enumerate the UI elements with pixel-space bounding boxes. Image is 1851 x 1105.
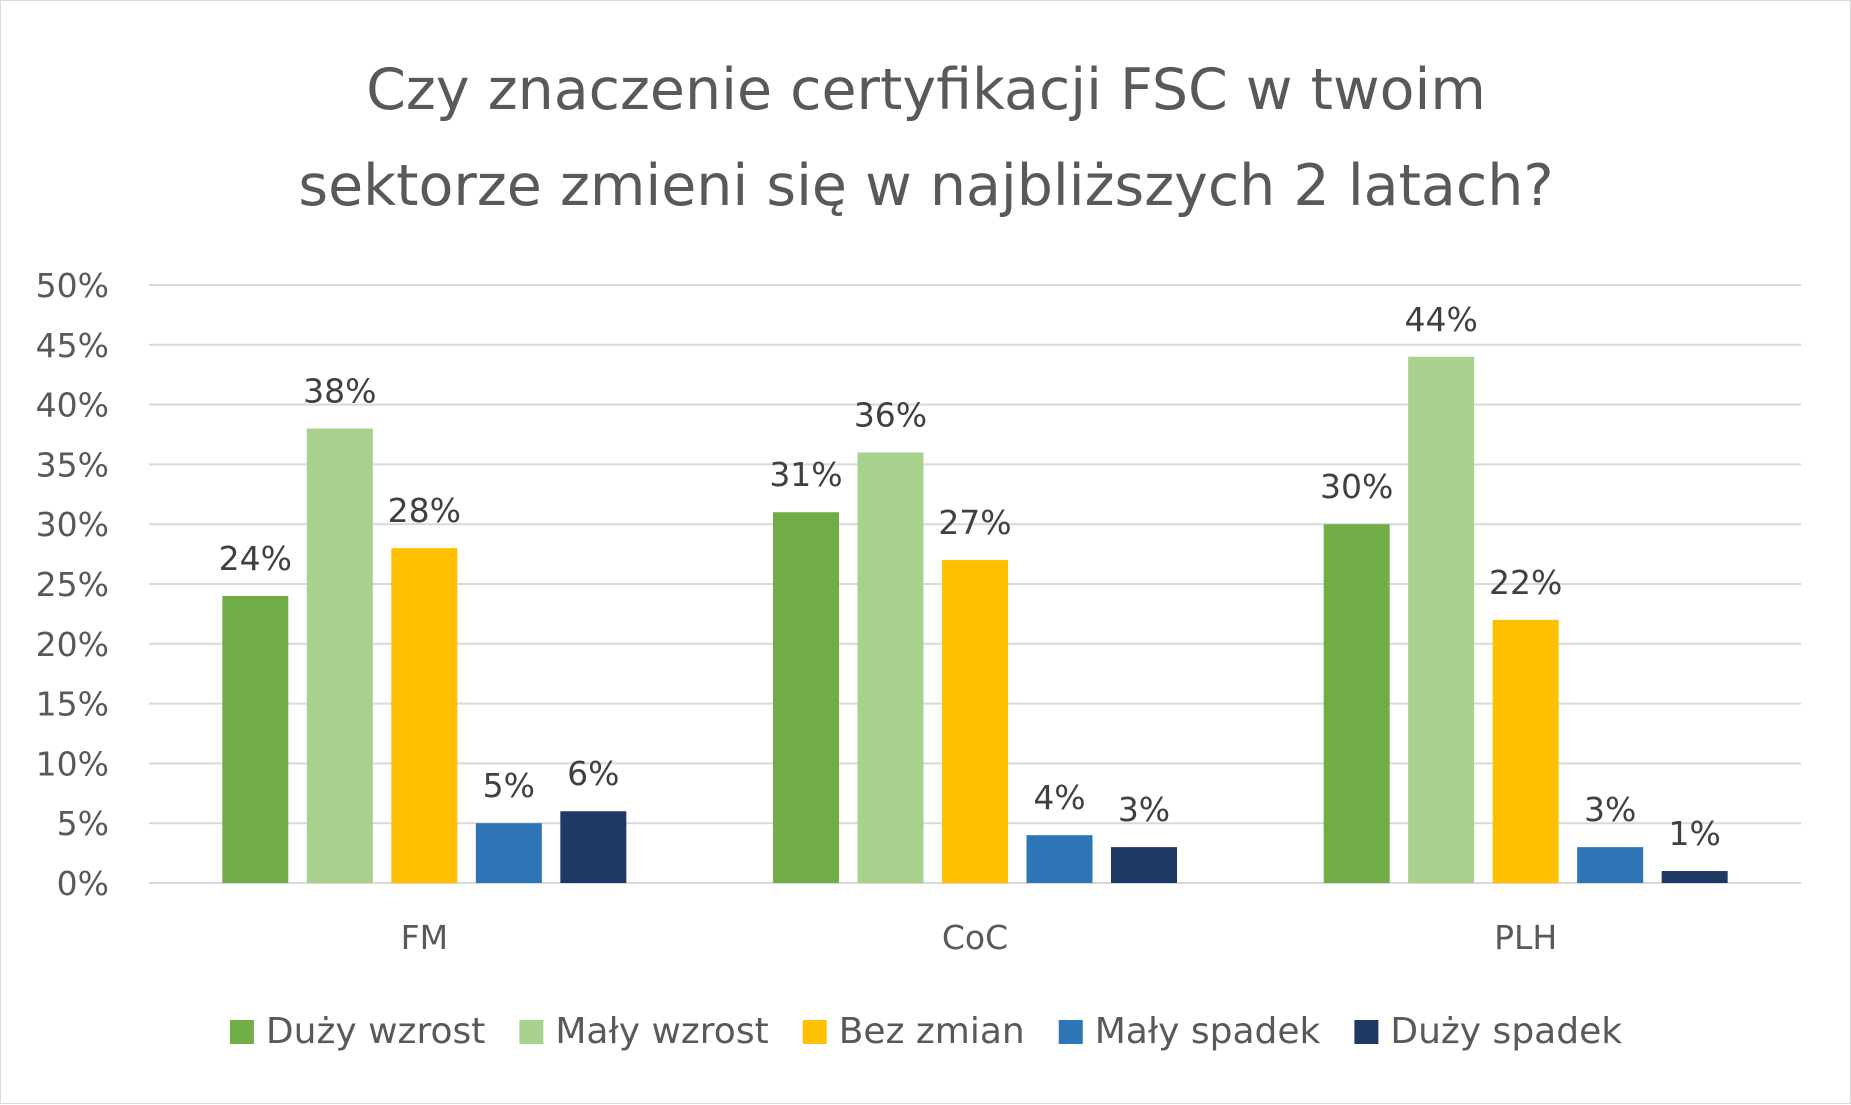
bar-plh-1 — [1323, 524, 1390, 883]
y-tick-label: 30% — [36, 505, 109, 544]
legend-swatch — [519, 1020, 544, 1044]
legend-swatch — [1354, 1020, 1379, 1044]
chart-title: Czy znaczenie certyfikacji FSC w twoim se… — [298, 57, 1553, 219]
bar-plh-4 — [1577, 847, 1644, 883]
y-tick-label: 25% — [36, 565, 109, 604]
y-tick-label: 20% — [36, 625, 109, 664]
legend-label: Mały spadek — [1095, 1011, 1321, 1052]
bar-coc-1 — [773, 512, 839, 883]
data-label: 6% — [567, 754, 619, 793]
legend-label: Duży wzrost — [266, 1011, 485, 1052]
data-label: 30% — [1320, 467, 1393, 506]
x-tick-label: FM — [401, 918, 448, 957]
legend-label: Duży spadek — [1390, 1011, 1622, 1052]
data-label: 4% — [1033, 778, 1085, 817]
y-tick-label: 15% — [36, 685, 109, 724]
y-tick-label: 5% — [57, 804, 109, 843]
chart-title-line: sektorze zmieni się w najbliższych 2 lat… — [298, 153, 1553, 219]
data-label: 44% — [1404, 300, 1477, 339]
y-tick-label: 50% — [36, 266, 109, 305]
legend-label: Mały wzrost — [555, 1011, 768, 1052]
bar-plh-2 — [1408, 356, 1475, 883]
legend: Duży wzrost Mały wzrost Bez zmian Mały spad… — [229, 1011, 1622, 1052]
y-tick-label: 10% — [36, 744, 109, 783]
bars — [222, 356, 1728, 883]
data-label: 31% — [769, 455, 842, 494]
y-tick-label: 35% — [36, 445, 109, 484]
y-tick-label: 0% — [57, 864, 109, 903]
data-label: 24% — [219, 539, 292, 578]
bar-fm-4 — [475, 823, 542, 883]
legend-label: Bez zmian — [839, 1011, 1025, 1052]
data-label: 28% — [388, 491, 461, 530]
data-label: 36% — [854, 395, 927, 434]
data-label: 27% — [938, 503, 1011, 542]
bar-coc-3 — [942, 560, 1008, 883]
legend-swatch — [229, 1020, 254, 1044]
bar-coc-5 — [1111, 847, 1177, 883]
data-labels: 24% 38% 28% 5% 6% 31% 36% 27% 4% 3% 30% 44% 22% 3% 1% — [219, 300, 1721, 853]
data-label: 1% — [1668, 814, 1720, 853]
x-axis-ticks: FM CoC PLH — [401, 918, 1558, 957]
legend-swatch — [802, 1020, 827, 1044]
bar-plh-3 — [1492, 619, 1559, 883]
bar-fm-2 — [306, 428, 373, 883]
bar-plh-5 — [1661, 871, 1728, 883]
data-label: 22% — [1489, 563, 1562, 602]
bar-fm-5 — [560, 811, 627, 883]
data-label: 38% — [303, 372, 376, 411]
bar-fm-3 — [391, 548, 458, 883]
data-label: 3% — [1118, 790, 1170, 829]
data-label: 5% — [483, 766, 535, 805]
bar-coc-4 — [1026, 835, 1093, 883]
x-tick-label: PLH — [1494, 918, 1557, 957]
y-tick-label: 40% — [36, 386, 109, 425]
chart-title-line: Czy znaczenie certyfikacji FSC w twoim — [366, 57, 1486, 123]
bar-fm-1 — [222, 595, 289, 883]
bar-coc-2 — [857, 452, 924, 883]
x-tick-label: CoC — [942, 918, 1008, 957]
data-label: 3% — [1584, 790, 1636, 829]
legend-swatch — [1058, 1020, 1083, 1044]
y-tick-label: 45% — [36, 326, 109, 365]
y-axis-ticks: 0% 5% 10% 15% 20% 25% 30% 35% 40% 45% 50% — [36, 266, 109, 903]
